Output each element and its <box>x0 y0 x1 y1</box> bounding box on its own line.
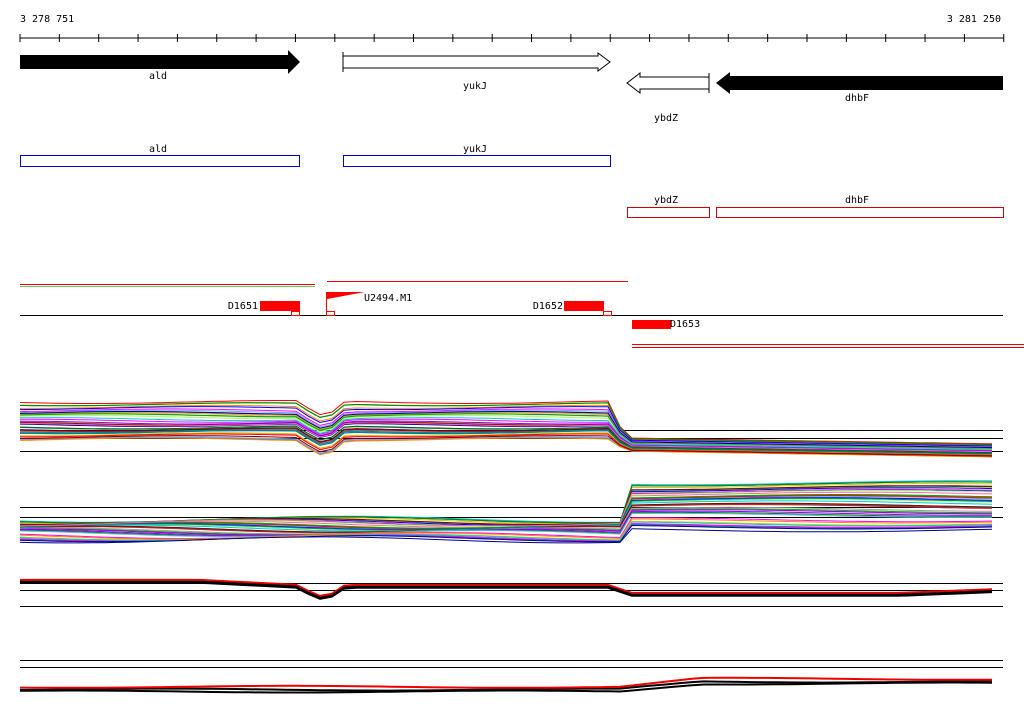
profile-line <box>19 410 993 449</box>
profile-line <box>19 417 993 451</box>
profile-line <box>19 429 993 455</box>
annotation-label: ybdZ <box>654 195 678 206</box>
gene-label: ybdZ <box>654 113 678 124</box>
profile-line <box>19 406 993 447</box>
feature-block <box>632 320 671 329</box>
profile-line <box>19 422 993 453</box>
profile-line <box>20 487 993 526</box>
profile-line <box>19 676 992 689</box>
profile-line <box>19 414 993 450</box>
profile-line <box>19 510 992 537</box>
gene-arrow <box>20 50 300 74</box>
annotation-box <box>627 207 710 218</box>
gene-arrow <box>342 52 611 72</box>
annotation-box <box>343 155 611 167</box>
profile-line <box>19 427 993 454</box>
feature-box <box>326 311 335 316</box>
ruler-end: 3 281 250 <box>947 14 1001 25</box>
profile-line <box>20 581 993 600</box>
gene-arrow <box>626 71 710 95</box>
feature-box <box>603 311 612 316</box>
profile-line <box>20 418 993 451</box>
profile-line <box>19 402 993 446</box>
profile-line <box>19 679 993 692</box>
expression-profiles <box>19 400 993 694</box>
annotation-label: ald <box>149 144 167 155</box>
gene-label: dhbF <box>845 93 869 104</box>
annotation-label: dhbF <box>845 195 869 206</box>
profile-line <box>19 437 993 458</box>
profile-line <box>19 528 993 544</box>
ruler-start: 3 278 751 <box>20 14 74 25</box>
profile-line <box>19 497 993 531</box>
feature-label: D1651 <box>228 301 258 312</box>
annotation-box <box>716 207 1004 218</box>
profile-line <box>19 400 993 445</box>
gene-label: ald <box>149 71 167 82</box>
profile-line <box>20 509 992 536</box>
annotation-label: yukJ <box>463 144 487 155</box>
profile-line <box>19 488 993 527</box>
profile-line <box>20 578 993 597</box>
profile-line <box>19 420 993 452</box>
feature-label: D1653 <box>670 319 700 330</box>
ruler-ticks <box>19 34 1005 42</box>
profile-line <box>19 521 993 541</box>
profile-line <box>19 435 993 457</box>
profile-line <box>20 580 993 599</box>
profile-line <box>19 425 993 454</box>
profile-line <box>19 681 993 694</box>
feature-label: U2494.M1 <box>364 293 412 304</box>
track-lines <box>20 430 1003 668</box>
feature-block <box>564 301 604 311</box>
feature-label: D1652 <box>533 301 563 312</box>
gene-arrow <box>716 72 1003 94</box>
annotation-box <box>20 155 300 167</box>
profile-line <box>19 518 993 540</box>
gene-label: yukJ <box>463 81 487 92</box>
feature-box <box>291 311 300 316</box>
profile-line <box>19 512 993 538</box>
profile-line <box>19 506 993 535</box>
flag <box>327 292 365 299</box>
feature-block <box>260 301 300 311</box>
